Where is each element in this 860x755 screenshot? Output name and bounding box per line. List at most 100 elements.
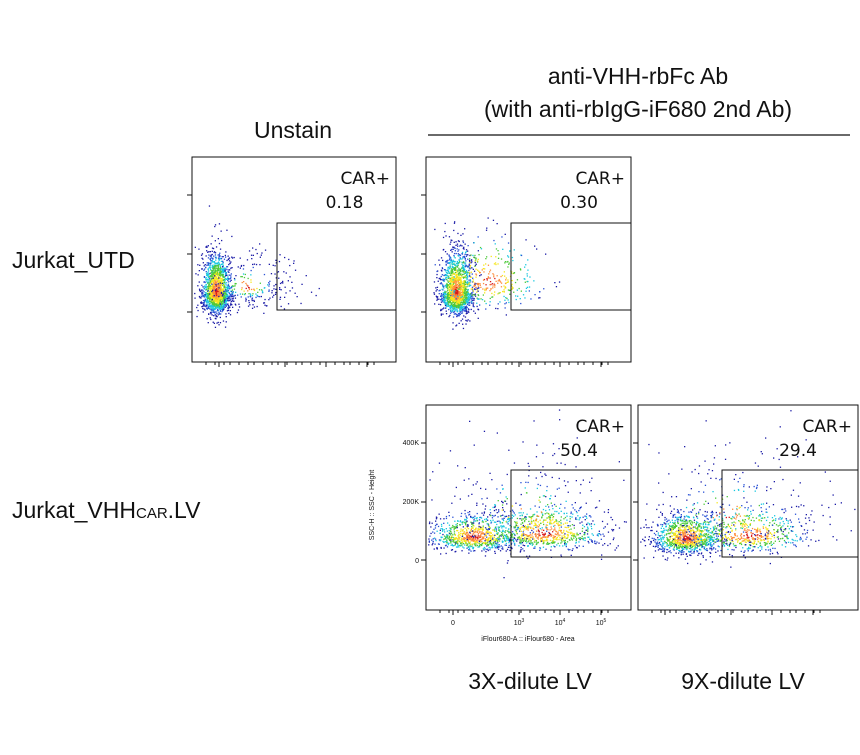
dot (213, 308, 215, 310)
dot (217, 294, 219, 296)
dot (205, 285, 207, 288)
dot (443, 541, 445, 543)
dot (489, 269, 492, 271)
dot (486, 542, 488, 544)
dot (447, 294, 449, 296)
dot (459, 245, 461, 247)
dot (436, 298, 439, 300)
dot (458, 310, 460, 312)
dot (450, 310, 452, 312)
dot (484, 508, 486, 510)
dot (494, 545, 496, 547)
dot (479, 535, 481, 537)
dot (440, 314, 442, 316)
dot (529, 516, 531, 518)
dot (216, 263, 219, 265)
dot (454, 221, 456, 223)
dot (474, 550, 476, 552)
dot (209, 283, 211, 285)
dot (211, 247, 214, 249)
dot (534, 547, 536, 549)
dot (464, 307, 467, 309)
dot (226, 300, 228, 302)
dot (458, 533, 460, 535)
dot (450, 534, 452, 536)
dot (459, 524, 461, 526)
dot (242, 273, 245, 275)
dot (203, 287, 205, 289)
dot (452, 526, 454, 528)
dot (215, 311, 217, 313)
dot (495, 539, 497, 542)
dot (250, 281, 252, 283)
dot (232, 295, 234, 297)
dot (456, 324, 458, 326)
dot (247, 305, 250, 307)
dot (534, 294, 536, 296)
dot (225, 293, 227, 295)
dot (494, 541, 496, 543)
dot (499, 550, 502, 552)
dot (564, 544, 566, 546)
dot (447, 303, 449, 305)
dot (518, 512, 520, 514)
dot (200, 290, 202, 292)
dot (439, 279, 442, 281)
dot (467, 298, 469, 300)
dot (561, 532, 564, 534)
dot (512, 539, 515, 541)
dot (289, 264, 291, 267)
dot (498, 538, 500, 540)
dot (461, 294, 463, 296)
dot (496, 275, 498, 277)
dot (462, 301, 464, 303)
dot (224, 298, 226, 301)
dot (455, 305, 457, 307)
dot (496, 547, 498, 549)
dot (449, 541, 452, 543)
dot (465, 542, 467, 544)
dot (459, 269, 461, 271)
dot (448, 511, 450, 513)
dot (461, 253, 464, 255)
dot (461, 318, 464, 320)
dot (507, 256, 510, 258)
dot (454, 287, 457, 289)
dot (223, 304, 225, 307)
dot (231, 256, 233, 258)
dot (475, 273, 477, 275)
dot (502, 535, 505, 538)
dot (460, 512, 463, 515)
dot (485, 308, 487, 310)
dot (581, 527, 584, 530)
dot (215, 296, 217, 298)
dot (207, 273, 209, 275)
dot (247, 285, 249, 287)
dot (234, 294, 236, 297)
dot (206, 281, 208, 283)
dot (495, 248, 498, 250)
dot (580, 506, 582, 508)
dot (487, 548, 489, 550)
dot (458, 295, 460, 297)
dot (263, 302, 266, 304)
dot (538, 524, 541, 526)
dot (493, 239, 495, 242)
dot (483, 278, 486, 281)
dot (492, 296, 494, 298)
dot (476, 520, 478, 522)
dot (445, 313, 448, 315)
dot (301, 283, 303, 285)
dot (546, 536, 548, 539)
dot (465, 540, 467, 542)
dot (472, 298, 474, 300)
dot (505, 527, 507, 529)
dot (530, 298, 532, 300)
dot (221, 274, 224, 277)
dot (484, 300, 486, 302)
dot (465, 306, 467, 308)
dot (470, 296, 472, 298)
dot (442, 259, 444, 262)
dot (481, 536, 483, 538)
dot (435, 520, 437, 522)
